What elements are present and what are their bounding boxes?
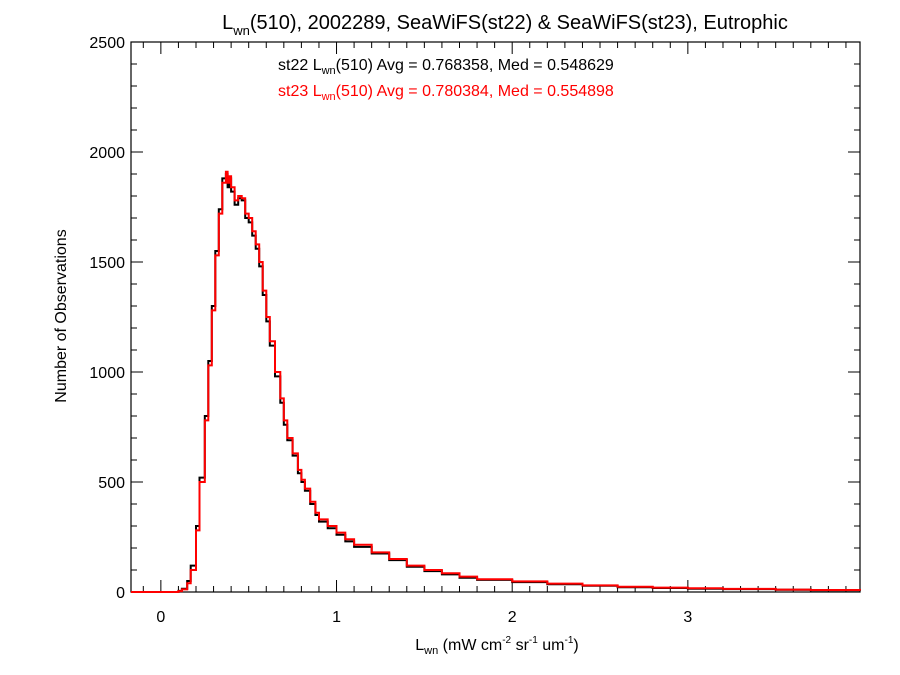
chart-title: Lwn(510), 2002289, SeaWiFS(st22) & SeaWi… xyxy=(222,12,788,38)
annotation-st22: st22 Lwn(510) Avg = 0.768358, Med = 0.54… xyxy=(278,57,614,77)
histogram-series xyxy=(131,170,861,593)
x-axis-label: Lwn (mW cm-2 sr-1 um-1) xyxy=(415,635,578,657)
y-tick-label: 2500 xyxy=(89,35,125,52)
y-tick-label: 2000 xyxy=(89,145,125,162)
x-tick-label: 0 xyxy=(156,609,165,626)
series-line-st22 xyxy=(131,173,861,593)
x-axis-ticks: 0 1 2 3 xyxy=(142,42,847,626)
y-tick-label: 500 xyxy=(98,475,125,492)
annotation-st23: st23 Lwn(510) Avg = 0.780384, Med = 0.55… xyxy=(278,83,614,103)
series-line-st23 xyxy=(131,170,861,593)
y-tick-label: 0 xyxy=(116,585,125,602)
x-tick-label: 1 xyxy=(332,609,341,626)
x-tick-label: 3 xyxy=(683,609,692,626)
plot-frame xyxy=(130,41,861,593)
y-axis-label: Number of Observations xyxy=(53,229,70,402)
y-tick-label: 1500 xyxy=(89,255,125,272)
x-tick-label: 2 xyxy=(508,609,517,626)
y-axis-ticks: 0 500 1000 1500 2000 2500 xyxy=(89,35,860,602)
y-tick-label: 1000 xyxy=(89,365,125,382)
